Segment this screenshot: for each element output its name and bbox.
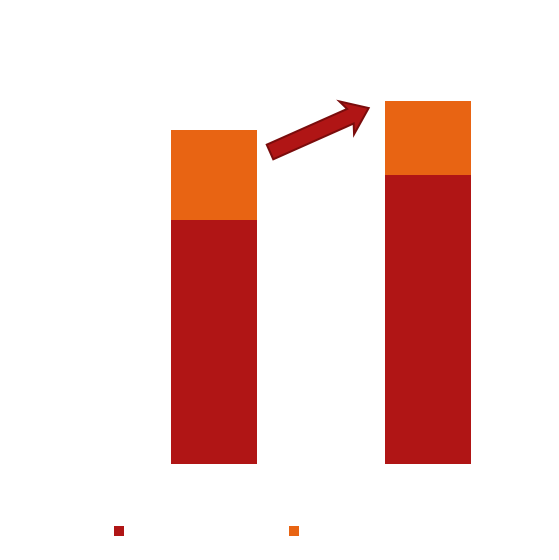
bar-segment [171, 220, 257, 464]
trend-arrow [265, 99, 371, 161]
bar-segment [385, 101, 471, 175]
bar-segment [385, 175, 471, 464]
legend-swatch [114, 526, 124, 536]
arrow-shape [265, 99, 371, 161]
legend-swatch [289, 526, 299, 536]
bar-segment [171, 130, 257, 220]
